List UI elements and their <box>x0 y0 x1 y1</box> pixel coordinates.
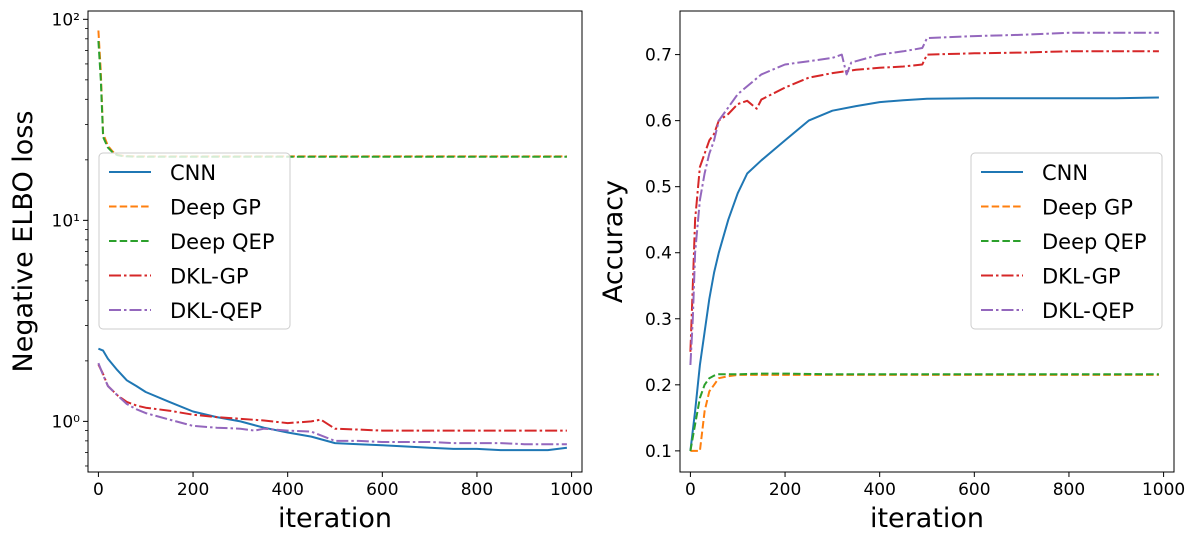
chart-1: 0 200 400 600 800 1000 10⁰ 10¹ 10² iteration Negat… <box>8 10 593 534</box>
x-tick-label: 400 <box>863 480 895 500</box>
series-line-dkl-qep <box>97 362 567 446</box>
y-tick-label: 0.6 <box>645 112 672 132</box>
legend-label: CNN <box>1042 161 1088 185</box>
y-tick-label: 10⁰ <box>52 412 81 432</box>
x-tick-label: 600 <box>958 480 990 500</box>
y-tick-label: 0.2 <box>645 376 672 396</box>
x-tick-label: 600 <box>366 480 398 500</box>
legend-label: DKL-GP <box>1042 265 1121 289</box>
legend-label: DKL-GP <box>170 265 249 289</box>
x-tick-label: 0 <box>93 480 104 500</box>
series-line-deep-qep <box>97 40 567 158</box>
legend-label: DKL-QEP <box>1042 299 1134 323</box>
series-line-cnn <box>689 96 1159 452</box>
series-line-dkl-gp <box>97 363 567 432</box>
legend-box <box>98 152 291 330</box>
legend-box <box>970 152 1163 330</box>
legend-label: CNN <box>170 161 216 185</box>
x-tick-label: 800 <box>461 480 493 500</box>
y-axis-label: Accuracy <box>598 180 629 303</box>
series-line-deep-gp <box>97 30 567 158</box>
y-tick-label: 0.3 <box>645 310 672 330</box>
series-line-deep-qep <box>689 372 1159 452</box>
legend-label: Deep GP <box>1042 196 1133 220</box>
y-tick-label: 0.5 <box>645 178 672 198</box>
x-tick-label: 200 <box>177 480 209 500</box>
y-tick-label: 10² <box>52 10 80 30</box>
x-tick-label: 1000 <box>550 480 593 500</box>
y-tick-label: 10¹ <box>52 211 80 231</box>
y-tick-label: 0.1 <box>645 442 672 462</box>
axes-frame <box>679 10 1175 473</box>
x-tick-label: 200 <box>769 480 801 500</box>
y-tick-label: 0.7 <box>645 46 672 66</box>
series-line-deep-gp <box>690 373 1159 452</box>
y-tick-label: 0.4 <box>645 244 672 264</box>
legend: CNN Deep GP Deep QEP DKL-GP DKL-QEP <box>970 152 1163 330</box>
legend-label: DKL-QEP <box>170 299 262 323</box>
axes-frame <box>87 10 583 473</box>
x-tick-label: 0 <box>685 480 696 500</box>
x-axis-label: iteration <box>870 503 984 534</box>
chart-2: 0 200 400 600 800 1000 0.1 0.2 0.3 0.4 0.5 0.6 0.7 it… <box>598 10 1185 534</box>
x-tick-label: 1000 <box>1142 480 1185 500</box>
legend-label: Deep QEP <box>170 230 274 254</box>
legend-label: Deep QEP <box>1042 230 1146 254</box>
x-tick-label: 800 <box>1053 480 1085 500</box>
legend: CNN Deep GP Deep QEP DKL-GP DKL-QEP <box>98 152 291 330</box>
x-tick-label: 400 <box>271 480 303 500</box>
series-line-cnn <box>98 347 568 452</box>
legend-label: Deep GP <box>170 196 261 220</box>
x-axis-label: iteration <box>278 503 392 534</box>
series-line-dkl-qep <box>689 31 1159 366</box>
series-line-dkl-gp <box>689 50 1159 352</box>
y-axis-label: Negative ELBO loss <box>8 111 39 373</box>
